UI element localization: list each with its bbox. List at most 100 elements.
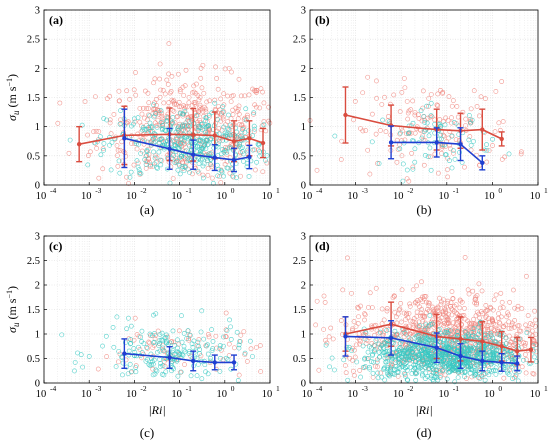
cyan-point (143, 162, 149, 167)
red-point (524, 326, 530, 332)
red-point (180, 113, 186, 119)
x-tick-exponent: -1 (453, 384, 459, 393)
cyan-point (139, 328, 145, 334)
cyan-point (186, 351, 192, 356)
red-point (170, 176, 176, 181)
cyan-point (206, 123, 211, 129)
cyan-point (508, 364, 514, 370)
cyan-point (215, 173, 221, 179)
cyan-point (199, 308, 205, 314)
cyan-point (349, 348, 355, 354)
cyan-point (419, 357, 425, 363)
red-point (405, 110, 411, 116)
panel-caption: (b) (416, 202, 431, 217)
red-point (415, 298, 420, 303)
red-point (413, 299, 419, 305)
cyan-point (332, 133, 338, 139)
red-point (426, 308, 432, 314)
cyan-point (430, 337, 436, 343)
red-point (404, 99, 410, 104)
red-point (225, 119, 231, 125)
red-point (186, 118, 192, 124)
red-point (229, 93, 235, 99)
cyan-point (424, 103, 430, 109)
cyan-point (204, 343, 209, 349)
cyan-point (128, 323, 134, 329)
red-point (420, 105, 426, 111)
cyan-point (472, 334, 478, 339)
cyan-point (128, 340, 134, 346)
cyan-point (388, 358, 394, 363)
cyan-point (159, 338, 165, 344)
cyan-point (225, 126, 231, 132)
cyan-point (200, 175, 206, 181)
red-point (486, 319, 492, 325)
red-point (369, 305, 375, 311)
y-tick-label: 2.5 (293, 256, 306, 267)
red-point (440, 132, 446, 138)
x-tick-exponent: 0 (498, 186, 502, 195)
red-point (527, 331, 533, 337)
cyan-point (421, 334, 427, 340)
red-point (460, 109, 466, 115)
red-point (514, 332, 520, 337)
red-point (391, 92, 397, 98)
cyan-point (158, 361, 163, 366)
red-point (440, 89, 446, 95)
red-point (114, 143, 120, 148)
cyan-point (381, 366, 387, 372)
red-point (137, 171, 143, 177)
cyan-point (129, 369, 135, 375)
cyan-point (468, 142, 474, 148)
cyan-point (101, 147, 107, 153)
red-point (181, 93, 187, 98)
red-point (454, 319, 460, 325)
cyan-point (151, 331, 157, 336)
cyan-point (220, 104, 226, 110)
cyan-point (412, 362, 418, 368)
cyan-point (162, 127, 168, 133)
blue-mean-point (122, 136, 127, 141)
cyan-point (385, 364, 391, 370)
red-point (153, 97, 159, 102)
cyan-point (439, 368, 445, 374)
red-point (410, 287, 416, 293)
cyan-point (375, 370, 381, 376)
blue-mean-point (480, 160, 485, 166)
cyan-point (438, 123, 443, 129)
cyan-point (441, 351, 447, 357)
red-point (510, 336, 516, 342)
cyan-point (449, 165, 455, 171)
red-point (165, 81, 171, 87)
red-point (251, 129, 257, 135)
cyan-point (207, 161, 213, 167)
red-point (527, 321, 533, 326)
red-mean-point (499, 136, 504, 142)
cyan-point (377, 354, 383, 360)
chart-panel: 00.511.522.5310-410-310-210-1100101(c)σu… (5, 232, 280, 441)
red-point (193, 91, 199, 96)
cyan-point (195, 168, 201, 174)
red-point (228, 99, 234, 104)
red-point (146, 112, 151, 118)
red-point (358, 303, 363, 309)
red-point (487, 335, 493, 341)
red-point (403, 317, 409, 322)
cyan-point (111, 344, 117, 350)
cyan-point (151, 312, 156, 318)
cyan-point (490, 136, 496, 142)
cyan-point (365, 349, 371, 355)
red-point (159, 110, 165, 116)
cyan-point (402, 370, 407, 376)
red-point (375, 364, 380, 370)
red-point (449, 120, 454, 126)
red-point (474, 104, 480, 109)
y-tick-label: 1 (301, 330, 306, 341)
red-point (111, 112, 117, 117)
cyan-point (493, 372, 499, 377)
red-point (342, 363, 348, 368)
red-point (458, 298, 463, 304)
red-point (116, 359, 121, 365)
cyan-point (143, 126, 149, 132)
red-point (182, 362, 187, 367)
